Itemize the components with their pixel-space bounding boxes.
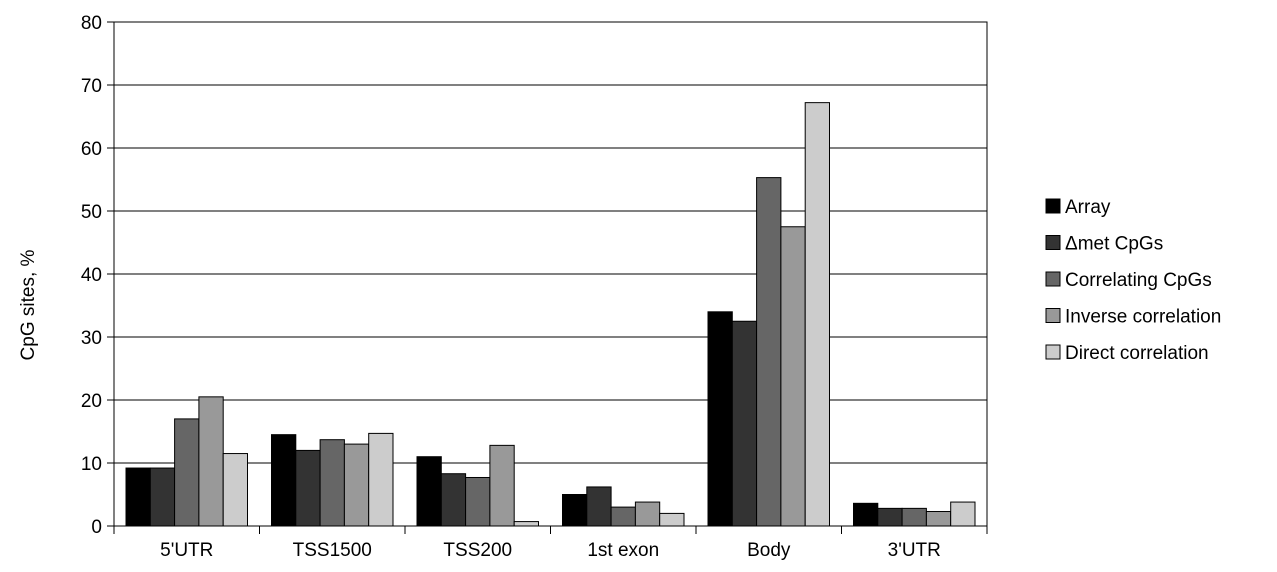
bar — [416, 456, 442, 527]
axes — [107, 21, 988, 534]
y-tick-label: 0 — [91, 517, 102, 538]
y-tick-label: 40 — [81, 265, 102, 286]
y-tick-label: 20 — [81, 391, 102, 412]
bar — [659, 512, 685, 527]
bar — [319, 439, 345, 527]
bar — [756, 177, 782, 527]
legend-label: Array — [1065, 197, 1111, 218]
bar — [901, 507, 927, 527]
y-tick-label: 80 — [81, 13, 102, 34]
bar — [198, 396, 224, 527]
bar — [950, 501, 976, 527]
bar — [780, 226, 806, 527]
y-tick-label: 70 — [81, 76, 102, 97]
legend-swatch — [1045, 271, 1061, 287]
bar — [634, 501, 661, 527]
x-tick-labels: 5'UTR TSS1500 TSS200 1st exon Body 3'UTR — [160, 540, 941, 561]
bar — [731, 320, 758, 527]
legend-label: Inverse correlation — [1065, 307, 1221, 328]
y-tick-label: 50 — [81, 202, 102, 223]
bar — [440, 473, 467, 527]
bar — [853, 502, 879, 527]
legend-swatch — [1045, 198, 1061, 214]
y-tick-label: 60 — [81, 139, 102, 160]
bar — [586, 486, 612, 527]
bars — [125, 102, 976, 527]
x-tick-label: TSS200 — [443, 540, 512, 561]
bar — [562, 494, 588, 527]
legend: Array Δmet CpGs Correlating CpGs Inverse co… — [1045, 197, 1221, 364]
y-tick-labels: 0 10 20 30 40 50 60 70 80 — [81, 13, 102, 538]
bar — [925, 511, 952, 527]
bar — [804, 102, 831, 527]
bar — [222, 453, 248, 527]
y-tick-label: 10 — [81, 454, 102, 475]
x-tick-label: TSS1500 — [293, 540, 372, 561]
bar — [610, 506, 636, 527]
bar — [271, 434, 297, 527]
bar — [513, 521, 540, 527]
x-tick-label: 1st exon — [587, 540, 659, 561]
bar — [174, 418, 200, 527]
bar — [125, 467, 151, 527]
bar — [295, 449, 321, 527]
x-tick-label: 3'UTR — [888, 540, 941, 561]
legend-swatch — [1045, 235, 1061, 250]
bar — [707, 311, 733, 527]
bar — [489, 444, 515, 527]
legend-label: Δmet CpGs — [1065, 234, 1163, 255]
bar — [149, 467, 176, 527]
legend-label: Correlating CpGs — [1065, 270, 1212, 291]
bar — [465, 476, 491, 527]
y-axis-title: CpG sites, % — [18, 249, 39, 360]
x-tick-label: 5'UTR — [160, 540, 213, 561]
legend-swatch — [1045, 344, 1061, 360]
y-tick-label: 30 — [81, 328, 102, 349]
legend-label: Direct correlation — [1065, 343, 1209, 364]
bar — [343, 443, 370, 527]
grid — [114, 21, 987, 464]
legend-swatch — [1045, 308, 1061, 323]
bar — [877, 507, 903, 527]
bar — [368, 432, 394, 527]
x-tick-label: Body — [747, 540, 791, 561]
